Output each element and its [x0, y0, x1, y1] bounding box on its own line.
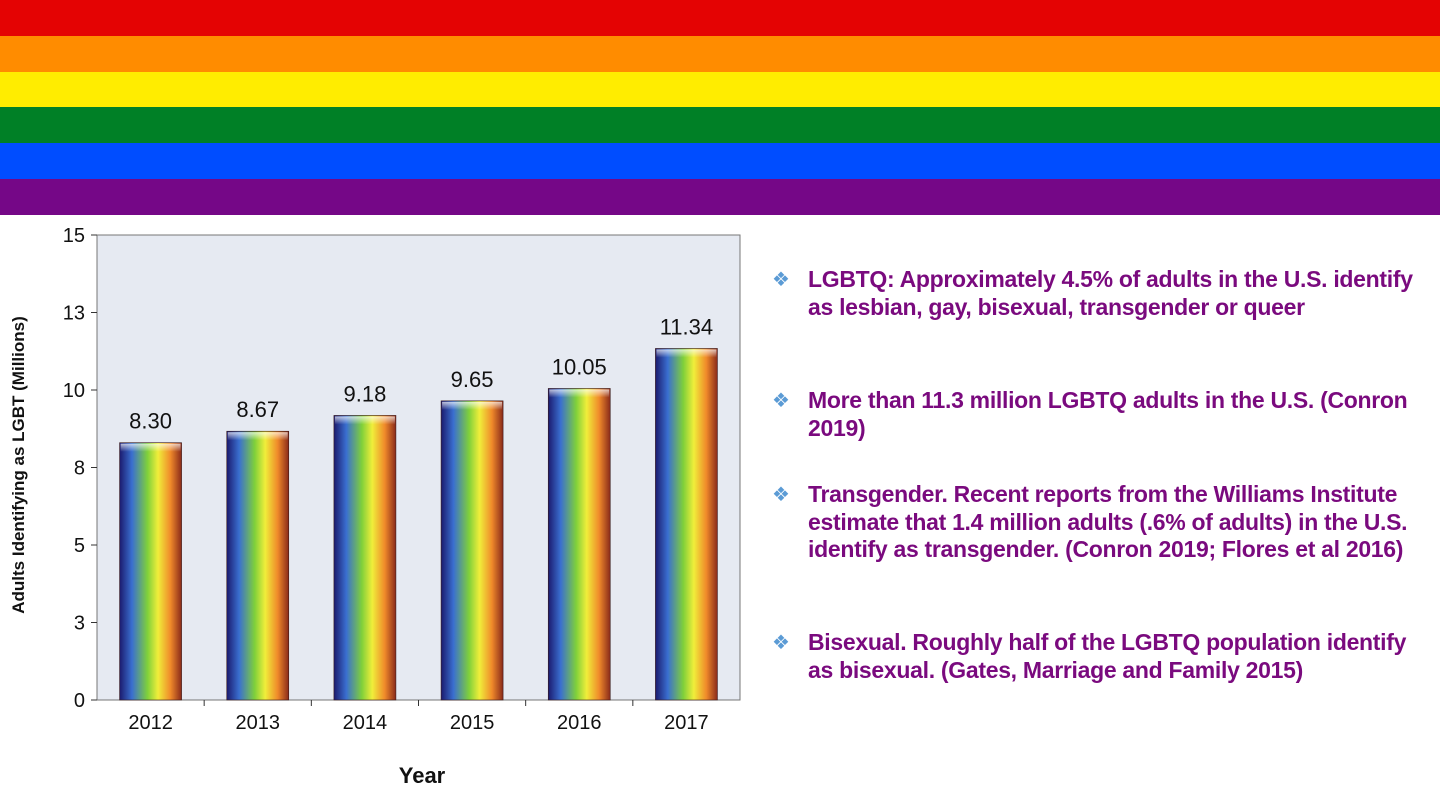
- x-tick-label: 2017: [664, 712, 709, 734]
- x-axis-title: Year: [399, 763, 446, 788]
- data-label: 8.67: [236, 397, 279, 422]
- data-label: 9.18: [344, 381, 387, 406]
- banner-stripe: [0, 179, 1440, 215]
- bullet-item: ❖ More than 11.3 million LGBTQ adults in …: [772, 387, 1422, 442]
- bar-highlight: [227, 432, 288, 441]
- x-tick-label: 2015: [450, 712, 495, 734]
- y-tick-label: 10: [63, 380, 85, 402]
- bullet-text: More than 11.3 million LGBTQ adults in t…: [808, 387, 1408, 441]
- banner-stripe: [0, 71, 1440, 108]
- bullet-item: ❖ Bisexual. Roughly half of the LGBTQ pop…: [772, 629, 1422, 684]
- bar-highlight: [442, 401, 503, 410]
- y-tick-label: 3: [74, 613, 85, 635]
- bar-highlight: [549, 389, 610, 398]
- y-tick-label: 8: [74, 458, 85, 480]
- bullet-text: LGBTQ: Approximately 4.5% of adults in t…: [808, 266, 1413, 320]
- banner-stripe: [0, 143, 1440, 180]
- x-tick-label: 2016: [557, 712, 602, 734]
- bar-highlight: [334, 416, 395, 425]
- banner-stripe: [0, 107, 1440, 144]
- bullet-item: ❖ Transgender. Recent reports from the Wi…: [772, 481, 1422, 564]
- data-label: 8.30: [129, 409, 172, 434]
- x-tick-label: 2013: [236, 712, 281, 734]
- bullet-text: Transgender. Recent reports from the Wil…: [808, 481, 1408, 562]
- bar-highlight: [120, 443, 181, 452]
- four-diamond-bullet-icon: ❖: [772, 390, 790, 412]
- plot-area: [96, 234, 741, 701]
- banner-stripe: [0, 0, 1440, 36]
- bullet-text: Bisexual. Roughly half of the LGBTQ popu…: [808, 629, 1407, 683]
- data-label: 10.05: [552, 354, 607, 379]
- y-axis-title: Adults Identifying as LGBT (Millions): [9, 316, 28, 614]
- banner-stripe: [0, 35, 1440, 72]
- bar: [226, 430, 290, 701]
- bullet-item: ❖ LGBTQ: Approximately 4.5% of adults in …: [772, 266, 1422, 321]
- four-diamond-bullet-icon: ❖: [772, 632, 790, 654]
- data-label: 9.65: [451, 367, 494, 392]
- y-tick-label: 15: [63, 225, 85, 247]
- four-diamond-bullet-icon: ❖: [772, 484, 790, 506]
- x-tick-label: 2014: [343, 712, 388, 734]
- bar-highlight: [656, 349, 717, 358]
- y-tick-label: 5: [74, 535, 85, 557]
- y-tick-label: 0: [74, 690, 85, 712]
- y-tick-label: 13: [63, 303, 85, 325]
- bar: [655, 348, 718, 701]
- bar: [119, 442, 182, 701]
- four-diamond-bullet-icon: ❖: [772, 269, 790, 291]
- x-tick-label: 2012: [128, 712, 173, 734]
- data-label: 11.34: [660, 314, 713, 339]
- bar: [547, 388, 611, 701]
- bar: [333, 415, 397, 701]
- bar-chart: 0 3 5 8 10 13 15 8.30 2012 8.67 2013 9.18 2014 9.65 20…: [9, 225, 741, 788]
- bar: [440, 400, 504, 701]
